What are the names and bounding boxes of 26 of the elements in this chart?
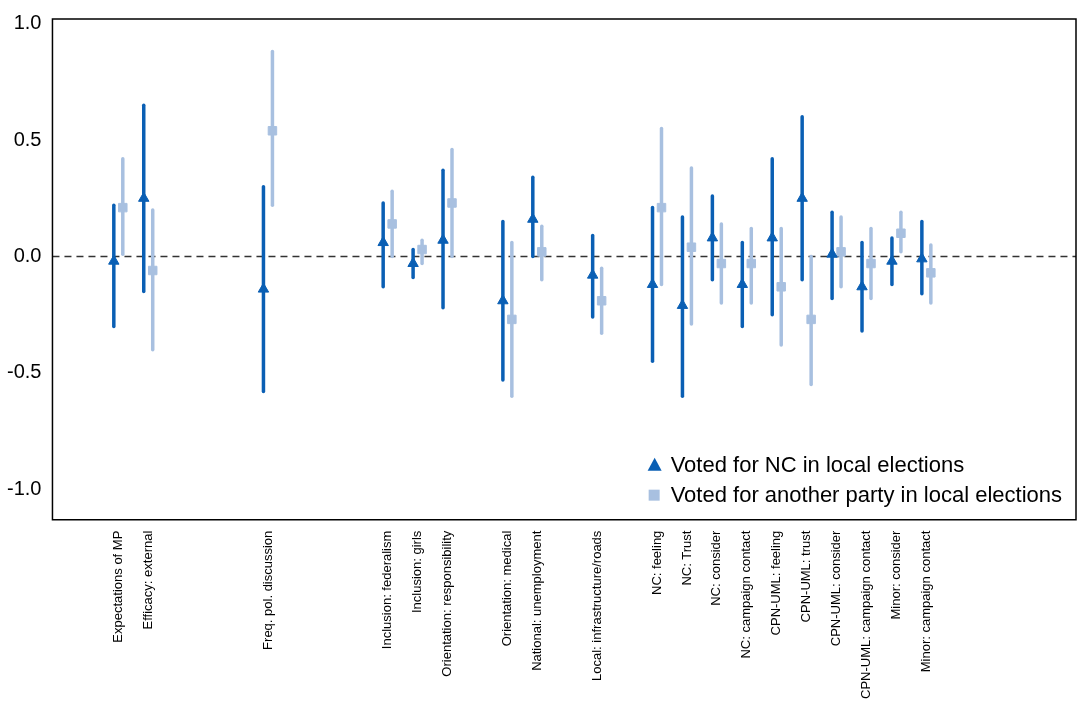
x-tick-label: CPN-UML: consider: [828, 530, 844, 647]
x-tick-label: NC: Trust: [678, 530, 694, 586]
y-tick-label: 0.5: [13, 127, 42, 150]
x-tick-label: Inclusion: federalism: [379, 530, 395, 650]
y-tick-label: 1.0: [13, 11, 42, 34]
x-tick-label: Inclusion: girls: [409, 530, 425, 614]
x-tick-label: Minor: consider: [888, 530, 904, 620]
x-tick-label: Expectations of MP: [109, 530, 125, 643]
x-tick-label: Minor: campaign contact: [917, 530, 933, 673]
x-tick-label: Orientation: responsibility: [439, 530, 455, 677]
x-tick-label: NC: campaign contact: [738, 530, 754, 659]
x-tick-label: CPN-UML: feeling: [768, 530, 784, 636]
y-tick-label: -0.5: [6, 360, 42, 383]
x-tick-label: NC: consider: [708, 529, 724, 606]
y-tick-label: -1.0: [6, 476, 42, 499]
y-tick-label: 0.0: [13, 244, 42, 267]
x-tick-label: National: unemployment: [528, 530, 544, 671]
legend-label: Voted for NC in local elections: [670, 451, 965, 477]
x-tick-label: Orientation: medical: [498, 530, 514, 647]
x-tick-label: CPN-UML: trust: [798, 530, 814, 623]
x-tick-label: Efficacy: external: [139, 530, 155, 630]
x-tick-label: CPN-UML: campaign contact: [858, 530, 874, 699]
x-tick-label: Local: infrastructure/roads: [588, 530, 604, 681]
x-tick-label: Freq. pol. discussion: [259, 530, 275, 650]
legend-label: Voted for another party in local elections: [670, 481, 1063, 507]
x-tick-label: NC: feeling: [648, 530, 664, 595]
